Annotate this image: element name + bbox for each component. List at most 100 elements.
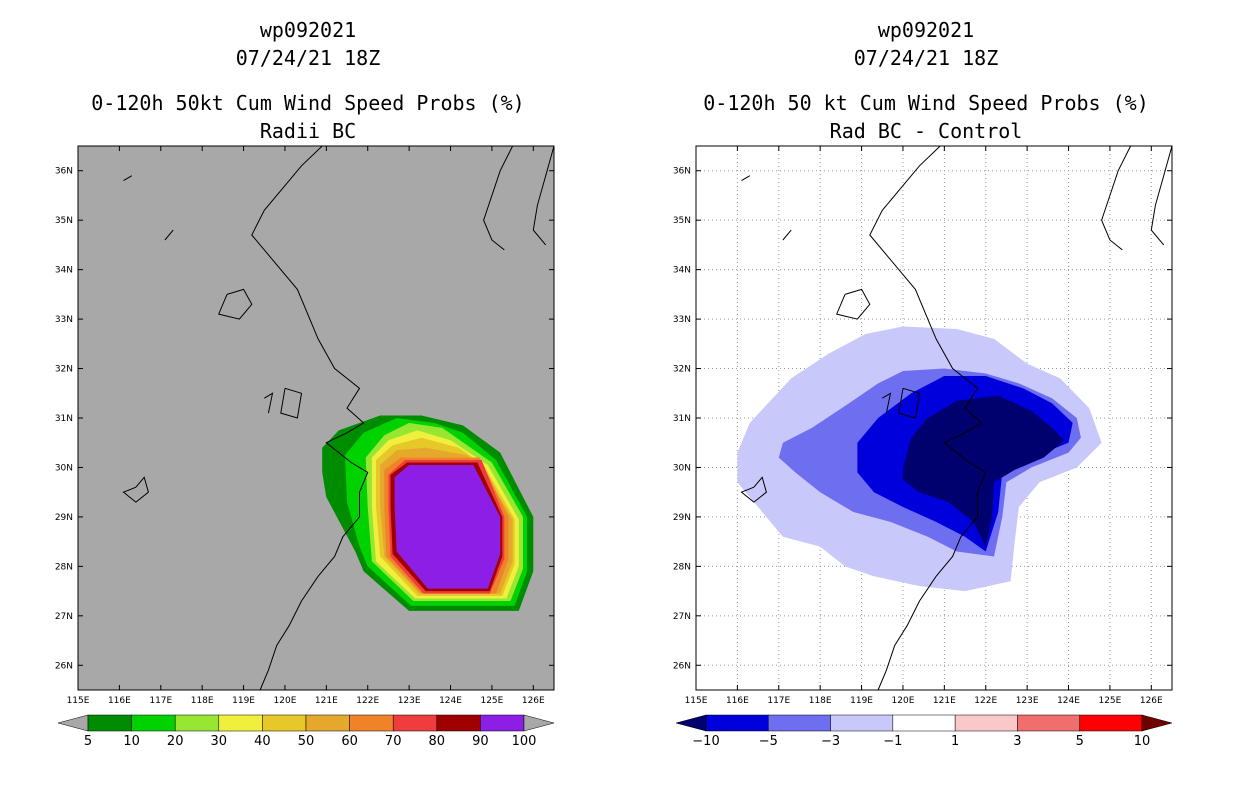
right-colorbar-label: −10 — [692, 734, 719, 749]
left-map-content — [122, 146, 554, 690]
left-colorbar-swatch — [349, 714, 394, 732]
left-y-tick-label: 26N — [55, 661, 73, 671]
right-x-tick-label: 124E — [1057, 696, 1080, 706]
left-colorbar-label: 70 — [385, 734, 402, 749]
left-lake-outline — [264, 392, 274, 414]
left-contour-90 — [394, 465, 501, 589]
right-x-tick-label: 118E — [809, 696, 832, 706]
left-y-tick-label: 31N — [55, 414, 73, 424]
right-colorbar-label: −3 — [821, 734, 840, 749]
left-colorbar-label: 80 — [429, 734, 446, 749]
left-x-tick-label: 119E — [232, 696, 255, 706]
left-colorbar-label: 30 — [211, 734, 228, 749]
right-y-tick-label: 29N — [673, 513, 691, 523]
left-colorbar-swatch — [131, 714, 176, 732]
left-colorbar-label: 90 — [472, 734, 489, 749]
left-colorbar-right-end — [523, 714, 555, 732]
right-y-tick-label: 31N — [673, 414, 691, 424]
right-map-panel: 115E 116E 117E 118E 119E 120E 121E 122E 123E 124E… — [673, 145, 1173, 749]
right-x-tick-label: 119E — [850, 696, 873, 706]
left-y-tick-label: 29N — [55, 513, 73, 523]
left-x-tick-label: 122E — [356, 696, 379, 706]
left-colorbar-swatch — [87, 714, 132, 732]
right-colorbar-swatch — [892, 714, 956, 732]
right-coastline — [741, 175, 751, 182]
left-colorbar-swatch — [436, 714, 481, 732]
left-colorbar-label: 100 — [512, 734, 537, 749]
right-x-tick-label: 115E — [685, 696, 708, 706]
right-coastline — [782, 229, 792, 241]
left-colorbar-swatch — [305, 714, 350, 732]
right-coastline — [869, 146, 987, 690]
right-y-tick-label: 27N — [673, 612, 691, 622]
right-y-tick-label: 36N — [673, 167, 691, 177]
left-lake-outline — [122, 476, 149, 503]
left-colorbar-label: 5 — [84, 734, 92, 749]
left-y-tick-label: 28N — [55, 562, 73, 572]
right-colorbar-swatch — [830, 714, 894, 732]
right-colorbar-left-end — [675, 714, 707, 732]
right-y-tick-label: 34N — [673, 266, 691, 276]
right-lake-outline — [740, 476, 767, 503]
right-x-tick-label: 125E — [1098, 696, 1121, 706]
left-map-panel: 115E 116E 117E 118E 119E 120E 121E 122E 123E 124E… — [55, 145, 555, 749]
left-y-tick-label: 36N — [55, 167, 73, 177]
left-x-tick-label: 124E — [439, 696, 462, 706]
left-coastline — [532, 146, 554, 246]
right-x-tick-label: 122E — [974, 696, 997, 706]
right-map-content — [696, 146, 1172, 690]
left-coastline — [483, 146, 514, 251]
left-colorbar-label: 60 — [341, 734, 358, 749]
right-colorbar-swatch — [1017, 714, 1080, 732]
right-x-tick-label: 117E — [767, 696, 790, 706]
right-y-tick-label: 30N — [673, 463, 691, 473]
left-y-tick-label: 27N — [55, 612, 73, 622]
left-x-tick-label: 126E — [522, 696, 545, 706]
left-x-tick-label: 125E — [480, 696, 503, 706]
right-x-tick-label: 116E — [726, 696, 749, 706]
right-title-date: 07/24/21 18Z — [853, 46, 999, 70]
right-x-tick-label: 123E — [1016, 696, 1039, 706]
right-colorbar-swatch — [705, 714, 769, 732]
right-lake-outline — [898, 387, 921, 419]
right-colorbar-right-end — [1141, 714, 1173, 732]
left-x-tick-label: 121E — [315, 696, 338, 706]
left-colorbar-label: 20 — [167, 734, 184, 749]
left-colorbar-swatch — [392, 714, 438, 732]
left-y-tick-label: 35N — [55, 216, 73, 226]
right-colorbar-label: 10 — [1134, 734, 1151, 749]
left-y-tick-label: 33N — [55, 315, 73, 325]
right-colorbar-label: 3 — [1013, 734, 1021, 749]
left-y-tick-label: 30N — [55, 463, 73, 473]
left-x-tick-label: 118E — [191, 696, 214, 706]
left-colorbar-label: 40 — [254, 734, 271, 749]
right-colorbar-label: 5 — [1076, 734, 1084, 749]
left-title-sub: Radii BC — [259, 119, 357, 143]
left-colorbar-label: 10 — [123, 734, 140, 749]
left-x-tick-label: 115E — [67, 696, 90, 706]
left-colorbar-swatch — [262, 714, 307, 732]
right-y-tick-label: 28N — [673, 562, 691, 572]
left-colorbar-label: 50 — [298, 734, 315, 749]
left-y-tick-label: 32N — [55, 365, 73, 375]
right-title-main: 0-120h 50 kt Cum Wind Speed Probs (%) — [703, 91, 1149, 115]
right-colorbar-swatch — [954, 714, 1018, 732]
left-x-tick-label: 123E — [398, 696, 421, 706]
left-title-storm: wp092021 — [259, 18, 357, 42]
left-title-main: 0-120h 50kt Cum Wind Speed Probs (%) — [91, 91, 525, 115]
right-x-tick-label: 121E — [933, 696, 956, 706]
left-colorbar-swatch — [174, 714, 220, 732]
left-colorbar-swatch — [480, 714, 525, 732]
right-colorbar-swatch — [768, 714, 831, 732]
left-colorbar-left-end — [57, 714, 89, 732]
right-y-tick-label: 32N — [673, 365, 691, 375]
right-title-storm: wp092021 — [877, 18, 975, 42]
left-y-tick-label: 34N — [55, 266, 73, 276]
right-y-tick-label: 33N — [673, 315, 691, 325]
left-x-tick-label: 120E — [274, 696, 297, 706]
right-colorbar-label: 1 — [951, 734, 959, 749]
right-colorbar-swatch — [1079, 714, 1143, 732]
left-title-date: 07/24/21 18Z — [235, 46, 381, 70]
left-coastline — [251, 146, 369, 690]
